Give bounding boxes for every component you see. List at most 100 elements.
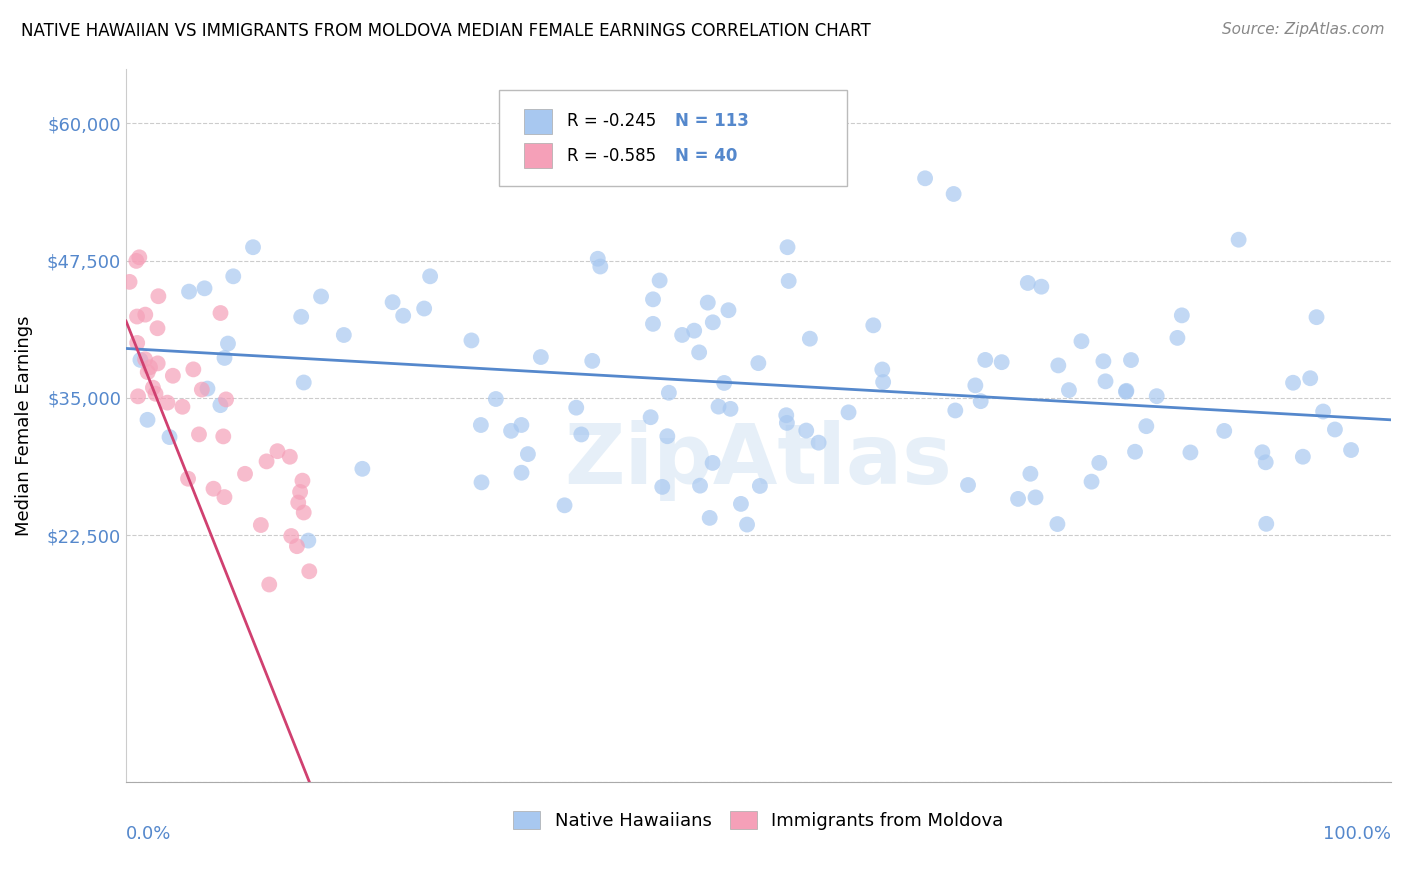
Point <box>191 383 214 397</box>
Point <box>1166 331 1188 345</box>
Point <box>974 352 997 367</box>
Point <box>970 394 993 409</box>
Point <box>460 334 482 348</box>
Point <box>1031 279 1053 293</box>
Point <box>1256 516 1278 531</box>
Point <box>413 301 436 316</box>
Point <box>290 310 312 324</box>
Point <box>799 332 821 346</box>
Point <box>209 398 232 412</box>
Point <box>212 429 235 443</box>
Point <box>193 281 215 295</box>
Point <box>1312 404 1334 418</box>
Point <box>651 480 673 494</box>
Point <box>134 308 156 322</box>
Point <box>136 365 159 379</box>
Point <box>177 472 200 486</box>
Point <box>641 293 664 307</box>
Point <box>589 260 612 274</box>
Point <box>162 368 184 383</box>
Point <box>250 518 273 533</box>
Point <box>778 274 800 288</box>
Point <box>699 511 721 525</box>
Point <box>702 456 724 470</box>
Point <box>278 450 301 464</box>
Point <box>1070 334 1092 349</box>
Point <box>689 478 711 492</box>
Point <box>298 564 321 578</box>
Point <box>1299 371 1322 385</box>
Point <box>145 386 167 401</box>
Point <box>217 336 239 351</box>
Point <box>285 539 308 553</box>
Point <box>183 362 205 376</box>
Point <box>720 401 742 416</box>
Point <box>202 482 225 496</box>
Point <box>292 506 315 520</box>
Text: R = -0.245: R = -0.245 <box>568 112 657 129</box>
Point <box>499 424 522 438</box>
Y-axis label: Median Female Earnings: Median Female Earnings <box>15 315 32 535</box>
Legend: Native Hawaiians, Immigrants from Moldova: Native Hawaiians, Immigrants from Moldov… <box>506 804 1011 838</box>
Point <box>599 149 621 163</box>
Point <box>288 485 311 500</box>
Point <box>516 447 538 461</box>
Point <box>730 497 752 511</box>
Point <box>136 413 159 427</box>
Text: R = -0.585: R = -0.585 <box>568 146 657 165</box>
Point <box>862 318 884 333</box>
Point <box>1146 389 1168 403</box>
Point <box>1019 467 1042 481</box>
Point <box>118 275 141 289</box>
Point <box>222 269 245 284</box>
Text: 100.0%: 100.0% <box>1323 825 1391 843</box>
Point <box>257 577 280 591</box>
Point <box>683 324 706 338</box>
Point <box>214 351 236 365</box>
Point <box>1057 383 1080 397</box>
Point <box>1171 309 1194 323</box>
Point <box>713 376 735 390</box>
Text: Source: ZipAtlas.com: Source: ZipAtlas.com <box>1222 22 1385 37</box>
Point <box>696 295 718 310</box>
FancyBboxPatch shape <box>499 90 846 186</box>
Point <box>309 289 332 303</box>
Point <box>707 400 730 414</box>
Point <box>1305 310 1327 325</box>
Point <box>134 352 156 367</box>
Text: NATIVE HAWAIIAN VS IMMIGRANTS FROM MOLDOVA MEDIAN FEMALE EARNINGS CORRELATION CH: NATIVE HAWAIIAN VS IMMIGRANTS FROM MOLDO… <box>21 22 870 40</box>
Point <box>1227 233 1250 247</box>
Point <box>128 250 150 264</box>
Point <box>1047 359 1070 373</box>
Point <box>569 427 592 442</box>
Point <box>1123 444 1146 458</box>
Point <box>127 335 149 350</box>
Point <box>1323 422 1346 436</box>
Point <box>776 240 799 254</box>
Point <box>142 381 165 395</box>
Point <box>470 417 492 432</box>
Point <box>702 315 724 329</box>
Point <box>172 400 194 414</box>
Point <box>565 401 588 415</box>
Point <box>735 517 758 532</box>
Point <box>485 392 508 406</box>
Point <box>242 240 264 254</box>
Point <box>209 306 232 320</box>
Point <box>1292 450 1315 464</box>
Point <box>419 269 441 284</box>
Point <box>1046 517 1069 532</box>
Point <box>1092 354 1115 368</box>
Point <box>146 356 169 370</box>
Point <box>214 490 236 504</box>
Point <box>838 405 860 419</box>
Point <box>215 392 238 407</box>
Point <box>1115 384 1137 399</box>
FancyBboxPatch shape <box>524 109 553 134</box>
Point <box>648 273 671 287</box>
Point <box>148 289 170 303</box>
Point <box>129 353 152 368</box>
Point <box>510 417 533 432</box>
Text: 0.0%: 0.0% <box>127 825 172 843</box>
Point <box>381 295 404 310</box>
